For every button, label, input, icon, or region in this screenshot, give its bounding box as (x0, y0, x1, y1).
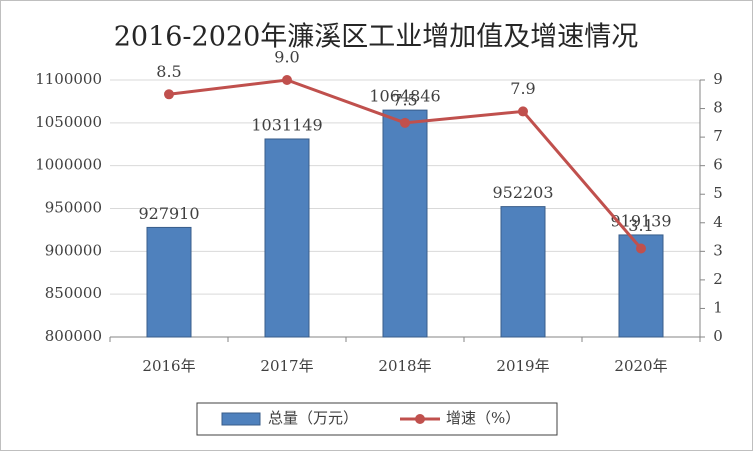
y-tick-label: 900000 (45, 241, 102, 259)
x-tick-label: 2019年 (496, 357, 549, 375)
y2-tick-label: 9 (713, 70, 723, 88)
y2-tick-label: 4 (713, 213, 723, 231)
y-tick-label: 1100000 (35, 70, 102, 88)
legend-marker (415, 414, 425, 424)
line-value-label: 9.0 (274, 48, 299, 67)
line-value-label: 7.9 (510, 79, 535, 98)
y2-tick-label: 1 (713, 298, 723, 316)
legend-swatch (221, 412, 261, 426)
y2-tick-label: 5 (713, 184, 723, 202)
y2-tick-label: 8 (713, 99, 723, 117)
y-tick-label: 1000000 (35, 156, 102, 174)
y2-tick-label: 7 (713, 127, 723, 145)
legend-label: 总量（万元） (268, 409, 358, 427)
bar-value-label: 1064846 (369, 87, 440, 106)
y2-tick-label: 3 (713, 241, 723, 259)
bar (264, 138, 310, 338)
line-value-label: 8.5 (156, 62, 181, 81)
bar (500, 206, 546, 338)
line-value-label: 3.1 (628, 216, 653, 235)
bar-value-label: 927910 (138, 204, 199, 223)
y2-tick-label: 0 (713, 327, 723, 345)
chart-title: 2016-2020年濂溪区工业增加值及增速情况 (114, 22, 639, 53)
line-marker (164, 89, 174, 100)
line-value-label: 7.5 (392, 90, 417, 109)
bar-value-label: 952203 (492, 183, 553, 202)
legend-box (196, 402, 558, 436)
bar-value-label: 919139 (610, 211, 671, 230)
line-marker (518, 106, 528, 117)
line-marker (636, 243, 646, 254)
y-tick-label: 850000 (45, 284, 102, 302)
legend-label: 增速（%） (446, 409, 520, 427)
bar (146, 226, 192, 338)
bar (382, 109, 428, 338)
x-tick-label: 2020年 (614, 357, 667, 375)
y-tick-label: 950000 (45, 199, 102, 217)
bar-value-label: 1031149 (251, 115, 322, 134)
y-tick-label: 800000 (45, 327, 102, 345)
line-marker (282, 75, 292, 85)
x-tick-label: 2018年 (378, 357, 431, 375)
y-tick-label: 1050000 (35, 113, 102, 131)
line-marker (400, 117, 410, 128)
x-tick-label: 2017年 (260, 357, 313, 375)
y2-tick-label: 6 (713, 156, 723, 174)
x-tick-label: 2016年 (142, 357, 195, 375)
y2-tick-label: 2 (713, 270, 723, 288)
